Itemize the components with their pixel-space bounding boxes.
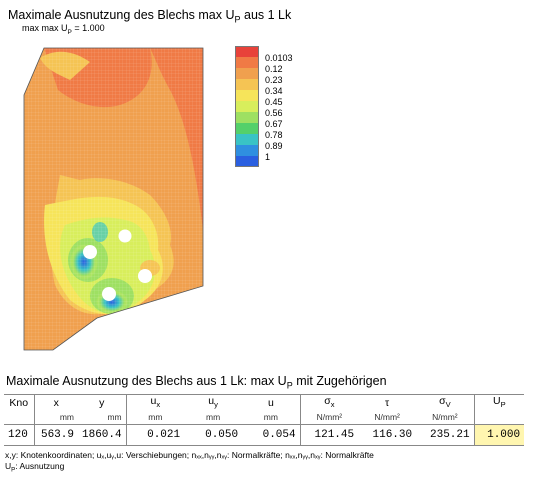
cell-kno: 120	[8, 429, 28, 441]
legend-label: 0.0103	[265, 53, 293, 63]
legend-label: 0.78	[265, 130, 283, 140]
legend-swatch	[235, 112, 259, 123]
unit-y: mm	[107, 412, 122, 422]
hole	[83, 245, 97, 259]
col-header-tau: τ	[385, 396, 390, 409]
unit-ux: mm	[125, 410, 185, 425]
col-header-sigma-v: σV	[439, 395, 451, 410]
legend-swatch	[235, 90, 259, 101]
legend-label: 1	[265, 152, 271, 162]
unit-u: mm	[263, 412, 278, 422]
legend-note-coordinates: x,y: Knotenkoordinaten; uₓ,uᵧ,u: Verschi…	[5, 450, 374, 460]
legend-swatch	[235, 145, 259, 156]
legend-frame	[235, 46, 259, 167]
legend-label: 0.45	[265, 97, 283, 107]
unit-x: mm	[33, 410, 78, 425]
cell-up: 1.000	[473, 424, 525, 446]
hole	[118, 229, 132, 243]
col-header-x: x	[33, 394, 78, 410]
col-header-sigma-x: σx	[299, 394, 359, 410]
legend-swatch	[235, 101, 259, 112]
col-header-up: UP	[473, 394, 525, 410]
col-header-y: y	[99, 396, 105, 409]
legend-swatch	[235, 79, 259, 90]
plate-outline	[23, 47, 204, 351]
plate-contour	[24, 48, 203, 350]
cell-ux: 0.021	[125, 424, 185, 446]
cell-x: 563.9	[33, 424, 78, 446]
legend-label: 0.89	[265, 141, 283, 151]
unit-uy: mm	[206, 412, 221, 422]
col-header-kno: Kno	[9, 396, 29, 409]
legend-label: 0.56	[265, 108, 283, 118]
results-table: Kno x y ux uy u σx τ σV UP mm mm mm mm m…	[4, 394, 525, 446]
cell-y: 1860.4	[82, 429, 122, 441]
hole	[102, 287, 116, 301]
plot-title: Maximale Ausnutzung des Blechs max UP au…	[8, 8, 292, 25]
legend-label: 0.12	[265, 64, 283, 74]
cell-u: 0.054	[262, 429, 296, 441]
table-header-row: Kno x y ux uy u σx τ σV UP	[4, 394, 525, 410]
plot-subtitle: max max UP = 1.000	[22, 23, 105, 36]
legend-note-utilization: UP: Ausnutzung	[5, 461, 65, 474]
legend-swatch	[235, 123, 259, 134]
table-title: Maximale Ausnutzung des Blechs aus 1 Lk:…	[6, 374, 387, 391]
unit-sigma-x: N/mm²	[299, 410, 359, 425]
utilization-contour-plot	[23, 47, 204, 351]
col-header-uy: uy	[208, 395, 218, 410]
hole	[138, 269, 152, 283]
unit-tau: N/mm²	[374, 412, 400, 422]
table-units-row: mm mm mm mm mm N/mm² N/mm² N/mm²	[4, 410, 525, 425]
unit-sigma-v: N/mm²	[432, 412, 458, 422]
cell-uy: 0.050	[205, 429, 239, 441]
table-row: 120 563.9 1860.4 0.021 0.050 0.054 121.4…	[4, 424, 525, 446]
legend-label: 0.67	[265, 119, 283, 129]
legend-swatch	[235, 134, 259, 145]
col-header-u: u	[267, 396, 274, 409]
cell-sigma-v: 235.21	[430, 429, 470, 441]
cell-sigma-x: 121.45	[299, 424, 359, 446]
col-header-ux: ux	[125, 394, 185, 410]
legend-swatch	[235, 156, 259, 167]
legend-swatch	[235, 46, 259, 57]
legend-swatch	[235, 68, 259, 79]
legend-label: 0.23	[265, 75, 283, 85]
legend-swatch	[235, 57, 259, 68]
cell-tau: 116.30	[372, 429, 413, 441]
legend-label: 0.34	[265, 86, 283, 96]
